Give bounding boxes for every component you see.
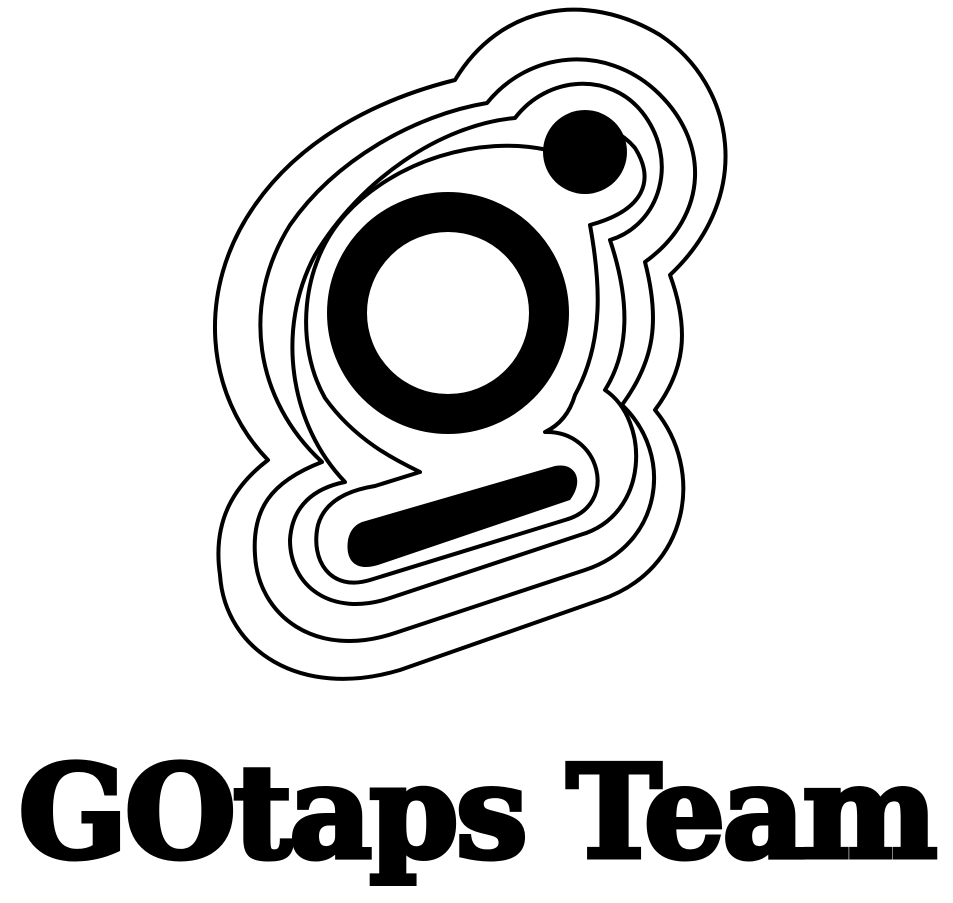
logo-outline-third xyxy=(288,81,664,606)
logo-outline-outer xyxy=(212,7,728,681)
logo-tail-bar xyxy=(347,465,578,568)
logo-dot xyxy=(543,110,627,194)
brand-wordmark: GOtaps Team xyxy=(16,738,940,888)
logo-outline-inner xyxy=(304,124,647,585)
logo-icon xyxy=(212,7,728,681)
logo-ring xyxy=(327,192,569,434)
logo-outline-second xyxy=(252,57,697,644)
